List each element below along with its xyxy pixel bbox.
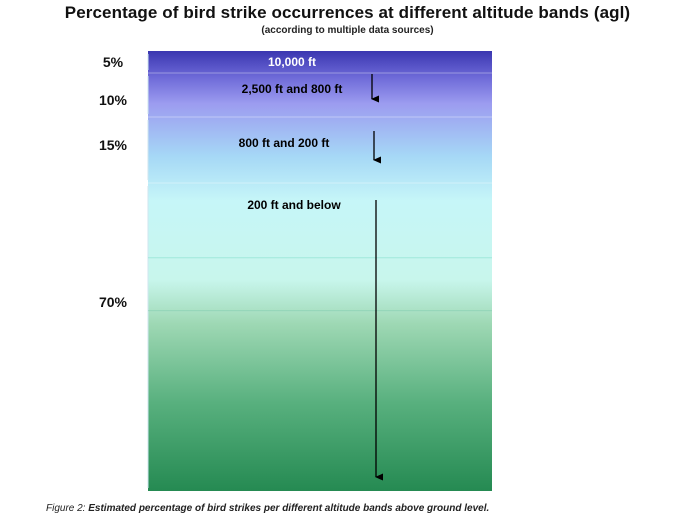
altitude-column	[148, 51, 492, 491]
figure-caption: Figure 2: Estimated percentage of bird s…	[46, 503, 489, 514]
altitude-band-label: 800 ft and 200 ft	[239, 136, 330, 150]
caption-text: Estimated percentage of bird strikes per…	[88, 503, 490, 514]
percent-label: 10%	[99, 92, 128, 108]
caption-prefix: Figure 2:	[46, 503, 86, 514]
altitude-band-label: 200 ft and below	[247, 198, 341, 212]
percent-label: 15%	[99, 137, 128, 153]
chart-subtitle: (according to multiple data sources)	[261, 25, 434, 36]
altitude-band-label: 10,000 ft	[268, 55, 316, 69]
chart-title: Percentage of bird strike occurrences at…	[64, 3, 631, 22]
percent-label: 5%	[103, 54, 124, 70]
altitude-band-label: 2,500 ft and 800 ft	[242, 82, 343, 96]
percent-label: 70%	[99, 294, 128, 310]
